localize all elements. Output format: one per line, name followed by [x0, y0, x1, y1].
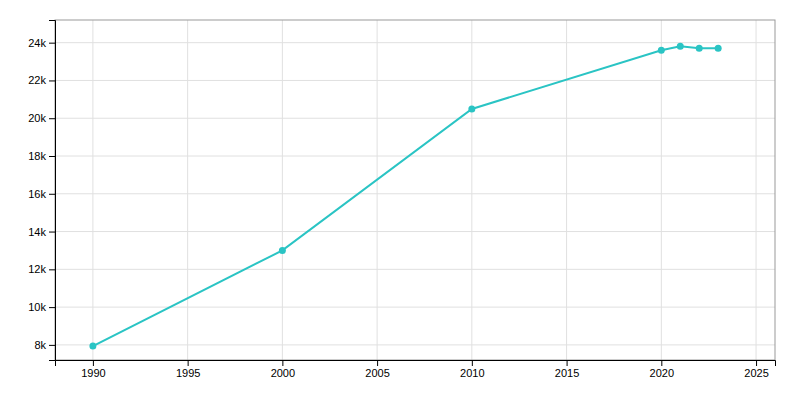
x-tick-mark — [567, 360, 568, 366]
grid-line-x — [566, 20, 567, 360]
point — [658, 47, 665, 54]
x-tick-label: 2015 — [555, 367, 579, 379]
point — [696, 45, 703, 52]
y-axis-line — [49, 21, 56, 361]
grid — [55, 20, 775, 360]
grid-line-x — [282, 20, 283, 360]
x-tick-label: 2020 — [650, 367, 674, 379]
point — [468, 106, 475, 113]
x-tick: 2000 — [271, 360, 295, 379]
y-tick-label: 12k — [28, 263, 46, 275]
y-tick: 16k — [28, 188, 55, 200]
y-tick: 18k — [28, 150, 55, 162]
y-tick: 20k — [28, 112, 55, 124]
x-tick-label: 2010 — [460, 367, 484, 379]
y-tick-mark — [49, 269, 55, 270]
line — [93, 46, 718, 346]
point — [715, 45, 722, 52]
x-tick-label: 2000 — [271, 367, 295, 379]
y-axis: 8k 10k 12k 14k 16k 18k 20k 22k 24k — [28, 21, 55, 361]
grid-line-y — [55, 231, 775, 232]
x-axis-line — [56, 361, 776, 367]
y-tick-mark — [49, 194, 55, 195]
x-tick: 2010 — [460, 360, 484, 379]
series — [89, 43, 721, 350]
x-tick: 2015 — [555, 360, 579, 379]
y-tick-mark — [49, 80, 55, 81]
y-tick-mark — [49, 345, 55, 346]
x-tick-mark — [756, 360, 757, 366]
y-tick-mark — [49, 307, 55, 308]
grid-line-x — [92, 20, 93, 360]
grid-line-y — [55, 156, 775, 157]
y-tick-label: 18k — [28, 150, 46, 162]
x-tick-mark — [282, 360, 283, 366]
x-axis: 1990 1995 2000 2005 2010 2015 2020 2025 — [56, 360, 776, 379]
grid-line-x — [756, 20, 757, 360]
y-tick-label: 20k — [28, 112, 46, 124]
x-tick-mark — [377, 360, 378, 366]
y-tick: 14k — [28, 226, 55, 238]
y-tick-mark — [49, 156, 55, 157]
grid-line-x — [661, 20, 662, 360]
y-tick-label: 10k — [28, 301, 46, 313]
point — [89, 343, 96, 350]
y-tick-label: 24k — [28, 37, 46, 49]
y-tick: 8k — [34, 339, 55, 351]
x-tick-label: 2025 — [744, 367, 768, 379]
chart: 1990 1995 2000 2005 2010 2015 2020 2025 8k 10k 12k… — [0, 0, 800, 400]
plot: 1990 1995 2000 2005 2010 2015 2020 2025 8k 10k 12k… — [28, 20, 775, 379]
grid-line-y — [55, 344, 775, 345]
grid-line-y — [55, 42, 775, 43]
x-tick: 2005 — [365, 360, 389, 379]
y-tick-mark — [49, 118, 55, 119]
grid-line-x — [471, 20, 472, 360]
point — [279, 247, 286, 254]
y-tick: 10k — [28, 301, 55, 313]
x-tick-mark — [472, 360, 473, 366]
x-tick: 2025 — [744, 360, 768, 379]
y-tick-mark — [49, 232, 55, 233]
plot-frame — [55, 20, 775, 360]
y-tick: 22k — [28, 74, 55, 86]
grid-line-y — [55, 193, 775, 194]
y-tick: 24k — [28, 37, 55, 49]
x-tick-mark — [661, 360, 662, 366]
x-tick: 1990 — [81, 360, 105, 379]
y-tick: 12k — [28, 263, 55, 275]
x-tick-mark — [188, 360, 189, 366]
x-tick: 2020 — [650, 360, 674, 379]
y-tick-mark — [49, 43, 55, 44]
grid-line-y — [55, 307, 775, 308]
grid-line-y — [55, 118, 775, 119]
grid-line-y — [55, 80, 775, 81]
point — [677, 43, 684, 50]
y-tick-label: 22k — [28, 74, 46, 86]
x-tick: 1995 — [176, 360, 200, 379]
x-tick-label: 2005 — [365, 367, 389, 379]
grid-line-x — [377, 20, 378, 360]
y-tick-label: 16k — [28, 188, 46, 200]
x-tick-mark — [93, 360, 94, 366]
x-tick-label: 1995 — [176, 367, 200, 379]
y-tick-label: 8k — [34, 339, 46, 351]
grid-line-y — [55, 269, 775, 270]
grid-line-x — [187, 20, 188, 360]
x-tick-label: 1990 — [81, 367, 105, 379]
y-tick-label: 14k — [28, 226, 46, 238]
